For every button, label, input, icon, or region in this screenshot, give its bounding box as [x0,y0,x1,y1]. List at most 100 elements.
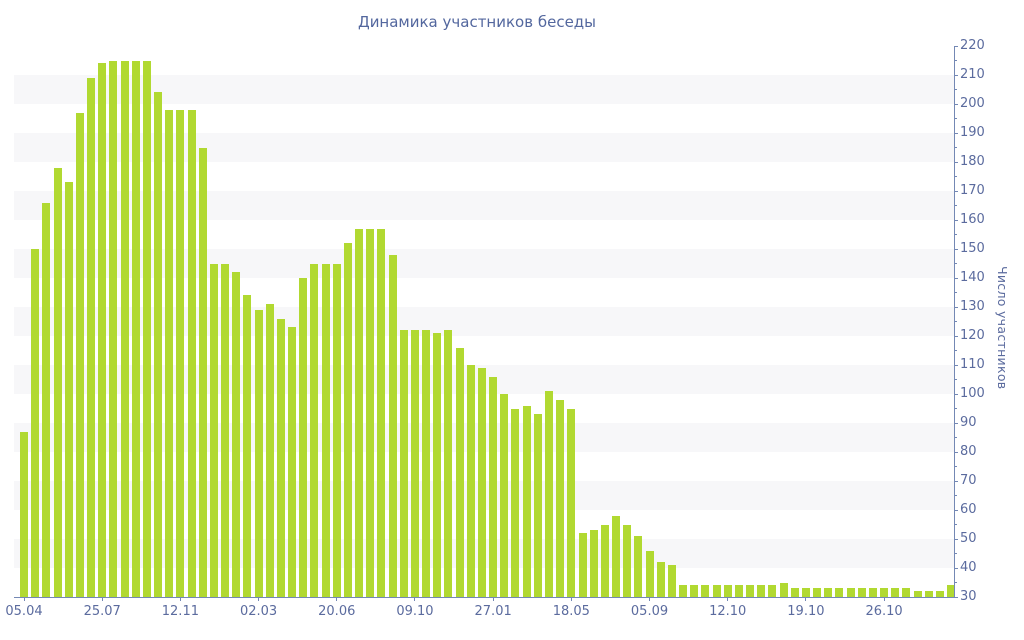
y-tick-label: 110 [960,357,985,372]
bar [701,585,710,597]
y-minor-tick [954,321,957,322]
y-major-tick [954,190,958,192]
x-tick-label: 20.06 [318,604,356,619]
y-minor-tick [954,582,957,583]
y-tick-label: 220 [960,38,985,53]
x-tick [101,597,103,601]
bar [399,330,408,597]
bar [477,367,486,597]
y-tick-label: 180 [960,154,985,169]
y-minor-tick [954,118,957,119]
y-minor-tick [954,205,957,206]
bar [209,263,218,597]
chart-title: Динамика участников беседы [357,13,597,31]
y-tick-label: 160 [960,212,985,227]
bar [444,330,453,597]
bar [75,112,84,597]
bar [64,182,73,597]
y-major-tick [954,364,958,366]
y-minor-tick [954,466,957,467]
bar [734,585,743,597]
bar [801,588,810,597]
bar [343,243,352,597]
y-major-tick [954,480,958,482]
y-tick-label: 30 [960,589,977,604]
bar [410,330,419,597]
bar [868,588,877,597]
bar [276,318,285,597]
x-tick-label: 27.01 [474,604,512,619]
bar [20,431,28,597]
y-major-tick [954,393,958,395]
bar [42,202,51,597]
bar [924,591,933,597]
y-major-tick [954,161,958,163]
bar [53,167,62,597]
y-major-tick [954,45,958,47]
y-minor-tick [954,379,957,380]
bar [109,60,118,597]
bar [388,254,397,597]
x-tick [336,597,338,601]
bar [154,92,163,597]
y-tick-label: 60 [960,502,977,517]
bar [880,588,889,597]
y-tick-label: 100 [960,386,985,401]
bar [533,414,542,597]
bar [332,263,341,597]
y-major-tick [954,596,958,598]
x-tick [179,597,181,601]
x-tick-label: 12.11 [161,604,199,619]
bar [935,591,944,597]
y-major-tick [954,277,958,279]
bar [645,550,654,597]
y-major-tick [954,132,958,134]
x-tick-label: 12.10 [709,604,747,619]
bar [455,347,464,597]
bar [131,60,140,597]
bar [433,333,442,597]
x-tick [258,597,260,601]
bar [288,327,297,597]
bar [857,588,866,597]
bar [556,399,565,597]
bar [142,60,151,597]
y-minor-tick [954,60,957,61]
y-minor-tick [954,147,957,148]
y-minor-tick [954,263,957,264]
y-minor-tick [954,553,957,554]
bar [790,588,799,597]
y-major-tick [954,509,958,511]
y-tick-label: 140 [960,270,985,285]
bar [634,536,643,597]
x-tick-label: 26.10 [865,604,903,619]
x-axis-line [14,596,954,598]
bar [198,147,207,597]
bar [254,309,263,597]
bar [377,228,386,597]
bar [489,376,498,597]
bar [120,60,129,597]
bar [544,391,553,597]
x-tick-label: 05.04 [5,604,43,619]
bar [679,585,688,597]
bar [31,249,40,597]
bar [321,263,330,597]
bar [310,263,319,597]
bar [902,588,911,597]
y-minor-tick [954,292,957,293]
bar [176,109,185,597]
bar [221,263,230,597]
bar [813,588,822,597]
bar [612,515,620,597]
y-major-tick [954,248,958,250]
y-major-tick [954,306,958,308]
x-tick [570,597,572,601]
bar [690,585,699,597]
bar [768,585,777,597]
y-minor-tick [954,350,957,351]
x-tick-label: 18.05 [552,604,590,619]
y-major-tick [954,422,958,424]
bar [265,304,274,597]
